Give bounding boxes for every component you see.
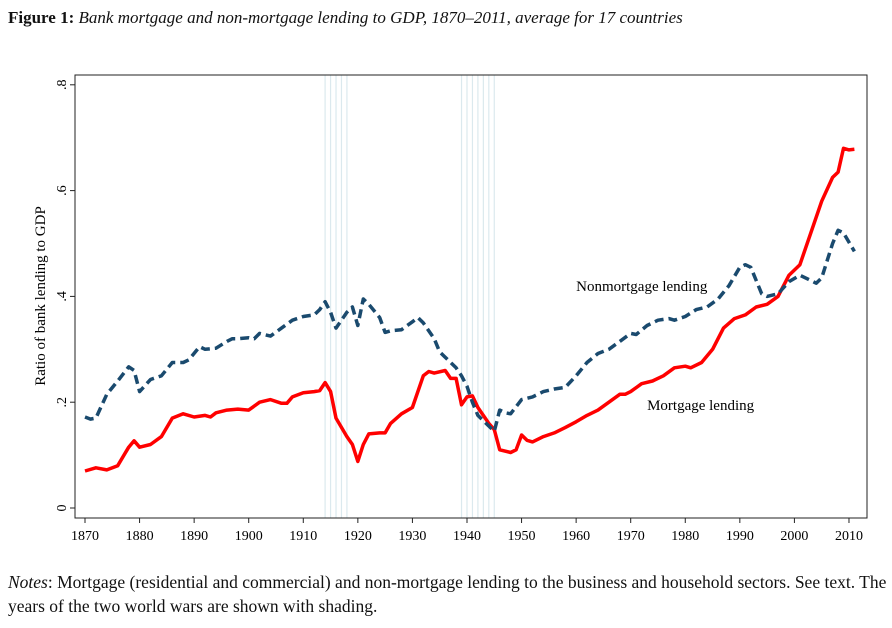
figure-title: Figure 1: Bank mortgage and non-mortgage…: [8, 8, 683, 28]
y-tick-label: .4: [55, 291, 70, 302]
y-tick-label: .8: [55, 80, 70, 91]
annotations: Nonmortgage lending Mortgage lending: [576, 279, 754, 414]
x-tick-label: 1900: [235, 529, 263, 544]
y-axis-label: Ratio of bank lending to GDP: [33, 206, 49, 386]
series-lines: [84, 146, 856, 473]
x-tick-label: 2010: [835, 529, 863, 544]
x-tick-label: 1930: [398, 529, 426, 544]
notes-text: : Mortgage (residential and commercial) …: [8, 572, 887, 616]
war-shading: [324, 75, 495, 518]
y-tick-label: 0: [55, 505, 70, 512]
x-tick-label: 1970: [617, 529, 645, 544]
x-tick-label: 1910: [289, 529, 317, 544]
figure-title-text: Bank mortgage and non-mortgage lending t…: [78, 8, 683, 27]
x-tick-label: 1940: [453, 529, 481, 544]
x-tick-label: 1990: [726, 529, 754, 544]
series-line-nonmortgage-lending: [84, 228, 856, 434]
figure-label: Figure 1:: [8, 8, 75, 27]
x-tick-label: 1870: [71, 529, 99, 544]
x-tick-label: 2000: [780, 529, 808, 544]
plot-frame: [74, 74, 868, 519]
x-tick-label: 1960: [562, 529, 590, 544]
series-label: Mortgage lending: [647, 398, 755, 414]
figure-notes: Notes: Mortgage (residential and commerc…: [8, 570, 888, 618]
x-tick-label: 1890: [180, 529, 208, 544]
chart: 1870 1880 1890 1900 1910 1920 1930 1940 1950 1960…: [33, 74, 868, 544]
y-axis: 0 .2 .4 .6 .8: [55, 80, 75, 512]
x-tick-label: 1880: [126, 529, 154, 544]
x-tick-label: 1980: [671, 529, 699, 544]
notes-label: Notes: [8, 572, 48, 592]
x-tick-label: 1920: [344, 529, 372, 544]
series-line-mortgage-lending: [84, 146, 855, 473]
y-tick-label: .2: [55, 397, 70, 408]
y-tick-label: .6: [55, 185, 70, 196]
x-tick-label: 1950: [508, 529, 536, 544]
x-axis: 1870 1880 1890 1900 1910 1920 1930 1940 1950 1960…: [71, 518, 863, 544]
series-label: Nonmortgage lending: [576, 279, 708, 295]
